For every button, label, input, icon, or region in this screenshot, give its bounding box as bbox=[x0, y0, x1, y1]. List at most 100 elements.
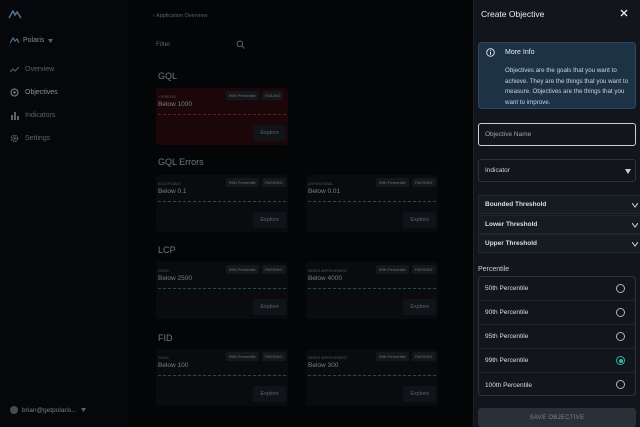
card-subtitle: + errors bbox=[158, 95, 176, 99]
info-title: More Info bbox=[505, 49, 535, 56]
threshold-line bbox=[158, 114, 286, 115]
chevron-down-icon bbox=[632, 242, 638, 247]
percentile-badge: 99th Percentile bbox=[226, 352, 259, 361]
info-box: More Info Objectives are the goals that … bbox=[478, 42, 636, 109]
radio-button[interactable] bbox=[616, 284, 625, 293]
bar-chart-icon bbox=[11, 112, 19, 120]
percentile-badge: 99th Percentile bbox=[226, 265, 259, 274]
chevron-down-icon bbox=[80, 408, 86, 412]
card-subtitle: Needs Improvement bbox=[308, 356, 348, 360]
card-name: Below 100 bbox=[158, 362, 189, 369]
card-subtitle: Acceptable bbox=[158, 182, 181, 186]
percentile-radio-group: 50th Percentile 90th Percentile 95th Per… bbox=[478, 276, 636, 396]
objective-card: Good Below 2500 99th Percentile PASSING … bbox=[156, 262, 288, 319]
card-subtitle: Good bbox=[158, 356, 169, 360]
user-email: brian@getpolaris... bbox=[22, 406, 77, 414]
info-text: Objectives are the goals that you want t… bbox=[505, 67, 629, 106]
avatar bbox=[10, 406, 18, 414]
explore-button[interactable]: Explore bbox=[403, 212, 436, 228]
user-menu[interactable]: brian@getpolaris... bbox=[10, 406, 86, 414]
chevron-down-icon bbox=[48, 38, 54, 43]
org-switcher[interactable]: Polaris bbox=[10, 37, 54, 44]
threshold-line bbox=[158, 288, 286, 289]
section-title: GQL bbox=[158, 71, 178, 81]
threshold-line bbox=[308, 375, 436, 376]
section-title: LCP bbox=[158, 245, 176, 255]
status-badge: PASSING bbox=[262, 352, 286, 361]
indicator-label: Indicator bbox=[485, 167, 510, 174]
card-subtitle: Needs Improvement bbox=[308, 269, 348, 273]
org-logo-icon bbox=[10, 37, 19, 44]
card-name: Below 2500 bbox=[158, 275, 192, 282]
percentile-option-99[interactable]: 99th Percentile bbox=[479, 349, 635, 373]
search-icon[interactable] bbox=[236, 40, 245, 49]
section-title: GQL Errors bbox=[158, 157, 204, 167]
lower-threshold-accordion[interactable]: Lower Threshold bbox=[478, 215, 640, 234]
accordion-label: Lower Threshold bbox=[485, 221, 538, 228]
sidebar-item-label: Indicators bbox=[25, 112, 56, 119]
objective-card: Acceptable Below 0.1 99th Percentile PAS… bbox=[156, 175, 288, 232]
explore-button[interactable]: Explore bbox=[253, 125, 286, 141]
option-label: 95th Percentile bbox=[485, 333, 529, 340]
sidebar-item-label: Objectives bbox=[25, 89, 58, 96]
upper-threshold-accordion[interactable]: Upper Threshold bbox=[478, 234, 640, 253]
radio-button[interactable] bbox=[616, 380, 625, 389]
radio-button[interactable] bbox=[616, 308, 625, 317]
chevron-down-icon bbox=[632, 223, 638, 228]
percentile-option-50[interactable]: 50th Percentile bbox=[479, 277, 635, 301]
status-badge: PASSING bbox=[412, 265, 436, 274]
trend-icon bbox=[10, 66, 19, 73]
breadcrumb[interactable]: ‹ Application Overview bbox=[153, 13, 208, 19]
accordion-label: Upper Threshold bbox=[485, 240, 538, 247]
sidebar-item-settings[interactable]: Settings bbox=[10, 127, 58, 150]
objective-card: Needs Improvement Below 4000 99th Percen… bbox=[306, 262, 438, 319]
percentile-badge: 99th Percentile bbox=[376, 265, 409, 274]
radio-button[interactable] bbox=[616, 332, 625, 341]
chevron-down-icon bbox=[625, 169, 631, 174]
card-name: Below 300 bbox=[308, 362, 339, 369]
card-name: Below 0.01 bbox=[308, 188, 341, 195]
indicator-select[interactable]: Indicator bbox=[478, 159, 636, 182]
explore-button[interactable]: Explore bbox=[253, 299, 286, 315]
objective-card: Aspirational Below 0.01 99th Percentile … bbox=[306, 175, 438, 232]
objective-card: + errors Below 1000 99th Percentile FAIL… bbox=[156, 88, 288, 145]
save-objective-button[interactable]: SAVE OBJECTIVE bbox=[478, 408, 636, 427]
option-label: 90th Percentile bbox=[485, 309, 529, 316]
radio-button-selected[interactable] bbox=[616, 356, 625, 365]
percentile-option-90[interactable]: 90th Percentile bbox=[479, 301, 635, 325]
threshold-line bbox=[308, 288, 436, 289]
objective-card: Good Below 100 99th Percentile PASSING E… bbox=[156, 349, 288, 406]
percentile-badge: 99th Percentile bbox=[376, 352, 409, 361]
explore-button[interactable]: Explore bbox=[253, 212, 286, 228]
accordion-label: Bounded Threshold bbox=[485, 201, 547, 208]
close-icon[interactable] bbox=[619, 8, 629, 18]
percentile-option-95[interactable]: 95th Percentile bbox=[479, 325, 635, 349]
sidebar-item-indicators[interactable]: Indicators bbox=[10, 104, 58, 127]
gear-icon bbox=[10, 134, 19, 143]
option-label: 99th Percentile bbox=[485, 357, 529, 364]
bounded-threshold-accordion[interactable]: Bounded Threshold bbox=[478, 195, 640, 214]
section-title: FID bbox=[158, 333, 173, 343]
percentile-badge: 99th Percentile bbox=[226, 178, 259, 187]
percentile-badge: 99th Percentile bbox=[226, 91, 259, 100]
chevron-down-icon bbox=[632, 203, 638, 208]
status-badge: FAILING bbox=[262, 91, 284, 100]
explore-button[interactable]: Explore bbox=[403, 386, 436, 402]
card-subtitle: Aspirational bbox=[308, 182, 334, 186]
filter-input[interactable]: Filter bbox=[156, 41, 171, 48]
status-badge: PASSING bbox=[262, 265, 286, 274]
sidebar-item-objectives[interactable]: Objectives bbox=[10, 81, 58, 104]
sidebar-item-overview[interactable]: Overview bbox=[10, 58, 58, 81]
sidebar-item-label: Overview bbox=[25, 66, 55, 73]
percentile-option-100[interactable]: 100th Percentile bbox=[479, 373, 635, 397]
explore-button[interactable]: Explore bbox=[403, 299, 436, 315]
objective-name-input[interactable] bbox=[478, 123, 636, 146]
drawer-title: Create Objective bbox=[481, 9, 545, 19]
percentile-badge: 99th Percentile bbox=[376, 178, 409, 187]
objective-card: Needs Improvement Below 300 99th Percent… bbox=[306, 349, 438, 406]
explore-button[interactable]: Explore bbox=[253, 386, 286, 402]
modal-backdrop[interactable] bbox=[0, 0, 473, 427]
threshold-line bbox=[158, 201, 286, 202]
status-badge: PASSING bbox=[262, 178, 286, 187]
